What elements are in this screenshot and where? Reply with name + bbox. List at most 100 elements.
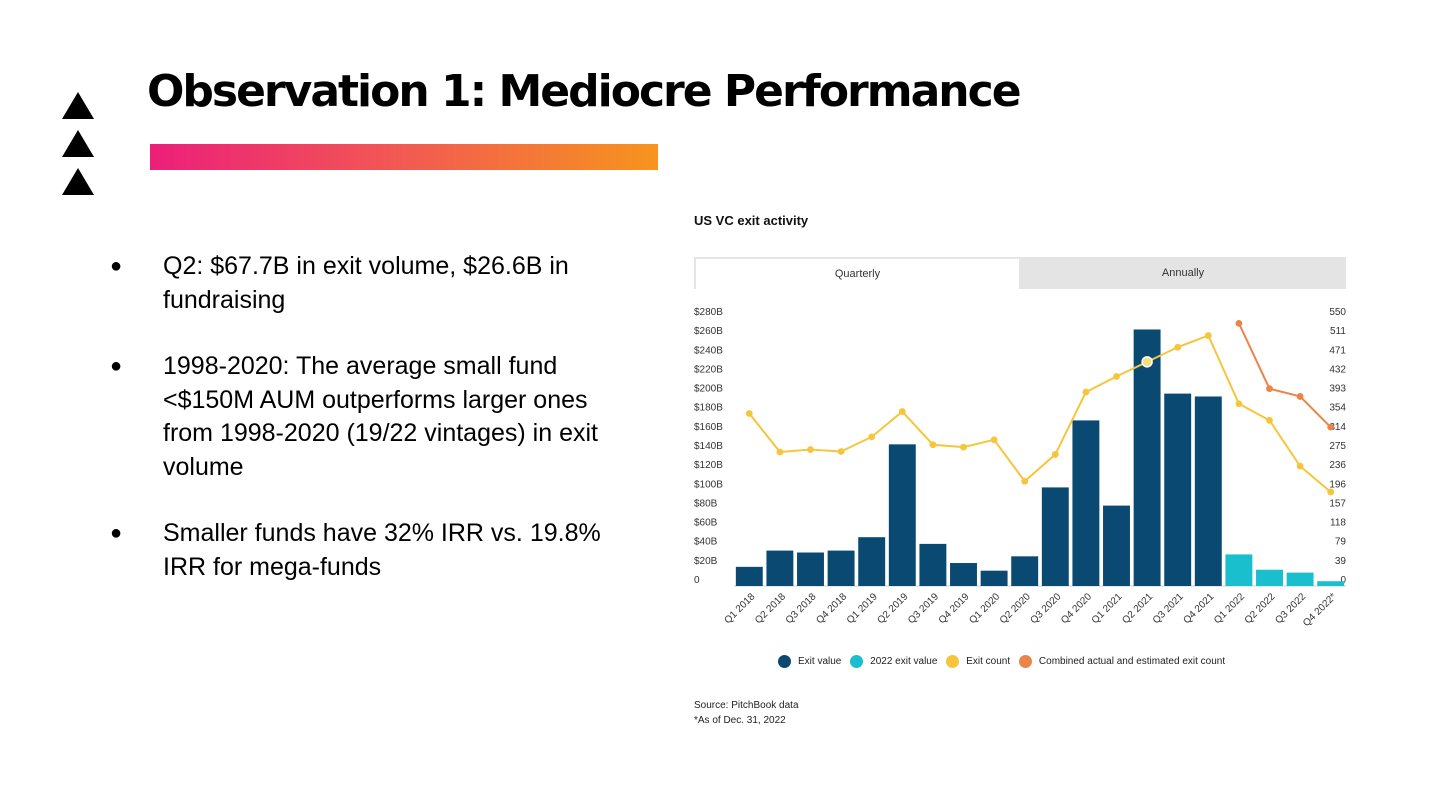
x-axis-tick-label: Q1 2020 (967, 591, 1002, 626)
y-axis-right-tick: 550 (1329, 307, 1346, 318)
y-axis-left-tick: $220B (694, 364, 723, 375)
exit-value-2022-bar (1286, 572, 1314, 586)
exit-count-point (1204, 332, 1212, 339)
x-axis-tick-label: Q4 2019 (937, 591, 972, 626)
y-axis-right-tick: 354 (1329, 403, 1346, 414)
exit-count-point (960, 443, 967, 451)
y-axis-right-tick: 275 (1329, 441, 1346, 452)
bullet-text: Smaller funds have 32% IRR vs. 19.8% IRR… (163, 519, 601, 581)
y-axis-right-tick: 0 (1340, 575, 1346, 586)
x-axis-tick-label: Q4 2022* (1301, 591, 1339, 629)
y-axis-left-tick: $100B (694, 479, 723, 490)
tab-annually[interactable]: Annually (1161, 267, 1205, 279)
y-axis-left-tick: $40B (694, 537, 718, 548)
exit-count-point (1113, 373, 1120, 380)
x-axis-tick-label: Q2 2022 (1243, 591, 1278, 626)
y-axis-left-tick: $160B (694, 422, 723, 433)
exit-count-point (776, 448, 784, 456)
legend-swatch-exit-count (946, 655, 960, 668)
exit-value-bar (1072, 420, 1100, 586)
source-line: Source: PitchBook data (694, 700, 799, 711)
exit-value-bar (919, 543, 947, 586)
exit-value-bar (1103, 505, 1130, 586)
bullet-dot: ● (110, 355, 123, 377)
x-axis-tick-label: Q1 2022 (1212, 591, 1247, 626)
tab-quarterly[interactable]: Quarterly (696, 259, 1019, 289)
source-note: Source: PitchBook data *As of Dec. 31, 2… (694, 698, 799, 728)
chart-legend: Exit value 2022 exit value Exit count Co… (778, 655, 1231, 668)
x-axis-tick-label: Q2 2019 (876, 591, 911, 626)
exit-count-point (898, 408, 906, 415)
exit-count-point (807, 446, 814, 453)
exit-count-point (1266, 416, 1273, 424)
legend-swatch-exit-value (778, 655, 791, 668)
x-axis-tick-label: Q1 2018 (723, 591, 758, 626)
bullet-item: ● 1998-2020: The average small fund <$150… (110, 350, 630, 484)
y-axis-left-tick: $240B (694, 345, 723, 356)
y-axis-left-tick: $120B (694, 460, 723, 471)
exit-count-point (1021, 477, 1029, 485)
exit-value-bar (1133, 329, 1161, 586)
exit-count-point (837, 448, 845, 455)
y-axis-right-tick: 314 (1329, 422, 1346, 433)
bullet-dot: ● (110, 255, 123, 277)
combined-exit-count-point (1296, 393, 1304, 400)
legend-label: Exit value (798, 656, 842, 667)
y-axis-right-tick: 157 (1329, 498, 1346, 509)
x-axis-tick-label: Q2 2018 (753, 591, 788, 626)
exit-value-bar (1164, 393, 1192, 586)
exit-value-bar (888, 444, 916, 586)
combined-exit-count-line (1237, 322, 1332, 428)
x-axis-tick-label: Q4 2021 (1182, 591, 1217, 626)
exit-count-point (1082, 388, 1090, 396)
bullet-text: 1998-2020: The average small fund <$150M… (163, 352, 598, 481)
x-axis-tick-label: Q2 2020 (998, 591, 1033, 626)
y-axis-left-tick: $280B (694, 307, 723, 318)
y-axis-right-tick: 432 (1329, 364, 1346, 375)
accent-gradient-bar (150, 144, 658, 170)
exit-value-bar (735, 566, 763, 586)
x-axis-tick-label: Q3 2021 (1151, 591, 1186, 626)
exit-count-point (1051, 451, 1059, 458)
bullet-item: ● Q2: $67.7B in exit volume, $26.6B in fu… (110, 250, 630, 317)
exit-count-point (1296, 462, 1304, 470)
exit-value-bar (827, 550, 855, 586)
exit-value-bar (1194, 396, 1222, 586)
exit-count-point (1235, 400, 1243, 408)
exit-value-2022-bar (1225, 554, 1253, 586)
legend-swatch-2022-exit-value (850, 655, 864, 668)
y-axis-left-tick: $140B (694, 441, 723, 452)
exit-value-bar (1011, 556, 1039, 586)
bullet-item: ● Smaller funds have 32% IRR vs. 19.8% IR… (110, 517, 630, 584)
legend-swatch-combined-exit-count (1018, 655, 1032, 668)
x-axis-tick-label: Q2 2021 (1120, 591, 1155, 626)
y-axis-left-tick: $180B (694, 403, 723, 414)
slide-title: Observation 1: Mediocre Performance (147, 66, 1022, 117)
combined-exit-count-point (1327, 423, 1335, 431)
bullet-text: Q2: $67.7B in exit volume, $26.6B in fun… (163, 252, 569, 314)
y-axis-right-tick: 471 (1329, 345, 1346, 356)
x-axis-tick-label: Q1 2019 (845, 591, 880, 626)
y-axis-right-tick: 118 (1330, 518, 1346, 529)
triangle-icon (62, 92, 94, 119)
y-axis-right-tick: 39 (1335, 556, 1347, 567)
period-tabs: Quarterly Annually (694, 257, 1346, 289)
exit-count-line (748, 334, 1332, 493)
exit-value-bar (766, 550, 794, 586)
exit-value-bar (858, 537, 886, 586)
exit-value-bar (980, 570, 1008, 586)
x-axis-tick-label: Q4 2018 (814, 591, 849, 626)
legend-item: 2022 exit value (850, 655, 937, 668)
y-axis-left-tick: $60B (694, 518, 718, 529)
combined-exit-count-point (1235, 319, 1243, 327)
legend-label: Combined actual and estimated exit count (1038, 656, 1226, 667)
x-axis-tick-label: Q3 2020 (1029, 591, 1064, 626)
legend-label: Exit count (966, 656, 1011, 667)
exit-count-point (929, 441, 937, 449)
x-axis-tick-label: Q3 2019 (906, 591, 941, 626)
exit-activity-chart: $280B $260B $240B $220B $200B $180B $160B $140B… (694, 307, 1347, 629)
legend-label: 2022 exit value (870, 656, 938, 667)
bullet-dot: ● (110, 522, 123, 544)
y-axis-left-tick: $260B (694, 326, 723, 337)
exit-value-bar (797, 552, 824, 586)
